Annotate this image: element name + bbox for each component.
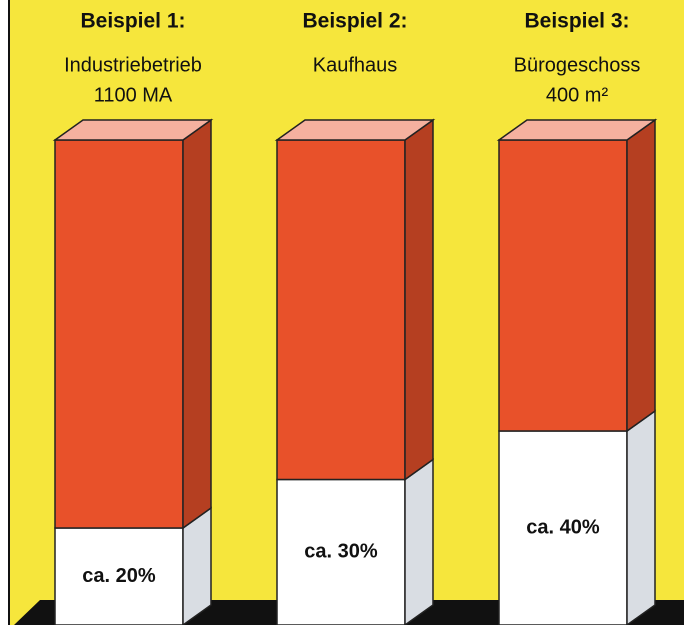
- bar-top: [52, 119, 214, 141]
- bar-segment: [54, 139, 184, 529]
- bar-top: [274, 119, 436, 141]
- bar-side: [404, 458, 434, 625]
- bar-top: [496, 119, 658, 141]
- value-label: ca. 40%: [526, 516, 600, 538]
- bar-segment: [276, 478, 406, 625]
- bar-side: [404, 118, 434, 481]
- bar-side: [626, 118, 656, 433]
- left-border: [8, 0, 10, 625]
- bar-segment: [54, 527, 184, 625]
- bar-segment: [498, 430, 628, 625]
- bar-side: [626, 409, 656, 625]
- category-subtitle: Industriebetrieb: [64, 54, 202, 76]
- category-label: Beispiel 1:: [80, 10, 185, 33]
- bar-segment: [498, 139, 628, 432]
- category-subtitle: 400 m²: [546, 84, 609, 106]
- category-subtitle: 1100 MA: [94, 84, 173, 106]
- value-label: ca. 20%: [82, 565, 156, 587]
- category-label: Beispiel 3:: [524, 10, 629, 33]
- bar-segment: [276, 139, 406, 481]
- bar-side: [182, 118, 212, 530]
- category-subtitle: Bürogeschoss: [514, 54, 641, 76]
- category-label: Beispiel 2:: [302, 10, 407, 33]
- category-subtitle: Kaufhaus: [313, 54, 398, 76]
- value-label: ca. 30%: [304, 541, 378, 563]
- left-margin: [0, 0, 8, 625]
